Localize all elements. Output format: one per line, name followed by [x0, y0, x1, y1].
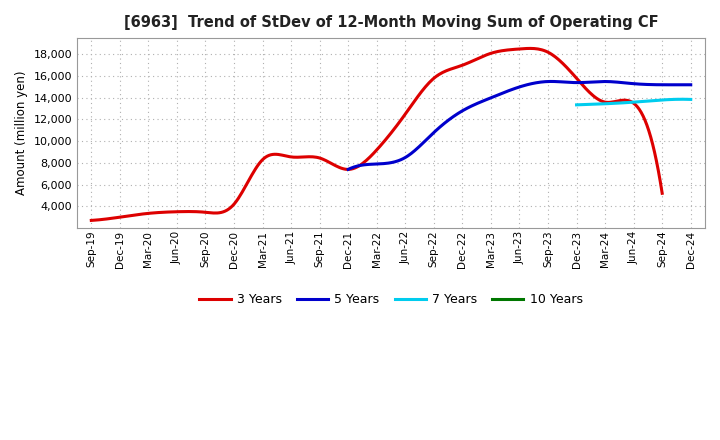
5 Years [634, 81, 642, 87]
3 Years [427, 78, 436, 83]
3 Years [436, 71, 445, 76]
Line: 3 Years: 3 Years [91, 48, 662, 220]
7 Years [668, 97, 677, 102]
3 Years [658, 191, 667, 196]
Legend: 3 Years, 5 Years, 7 Years, 10 Years: 3 Years, 5 Years, 7 Years, 10 Years [194, 288, 588, 311]
Line: 7 Years: 7 Years [577, 99, 690, 105]
5 Years [655, 82, 664, 88]
7 Years [640, 99, 649, 104]
Title: [6963]  Trend of StDev of 12-Month Moving Sum of Operating CF: [6963] Trend of StDev of 12-Month Moving… [124, 15, 658, 30]
5 Years [554, 79, 563, 84]
7 Years [640, 99, 649, 104]
5 Years [546, 79, 555, 84]
5 Years [344, 167, 353, 172]
Y-axis label: Amount (million yen): Amount (million yen) [15, 71, 28, 195]
3 Years [570, 73, 579, 78]
5 Years [345, 166, 354, 172]
3 Years [425, 80, 433, 85]
3 Years [526, 46, 535, 51]
5 Years [548, 79, 557, 84]
7 Years [675, 97, 684, 102]
7 Years [572, 102, 581, 107]
Line: 5 Years: 5 Years [348, 81, 690, 169]
7 Years [678, 97, 687, 102]
5 Years [686, 82, 695, 88]
7 Years [572, 102, 581, 107]
5 Years [549, 79, 557, 84]
7 Years [642, 99, 651, 104]
3 Years [606, 99, 615, 105]
3 Years [87, 218, 96, 223]
7 Years [686, 97, 695, 102]
3 Years [89, 218, 97, 223]
